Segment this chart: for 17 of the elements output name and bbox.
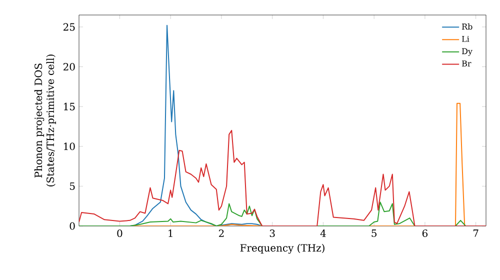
x-tick-label: 5	[372, 230, 376, 237]
y-tick-label: 20	[63, 62, 75, 71]
x-tick-label: 7	[474, 230, 478, 237]
y-tick-label: 25	[63, 23, 75, 31]
y-tick-label: 10	[64, 142, 75, 150]
x-tick-label: 2	[218, 230, 224, 237]
x-tick-label: 0	[117, 230, 122, 238]
x-axis-title: Frequency (THz)	[240, 244, 324, 254]
line-series	[79, 130, 486, 226]
x-tick-label: 6	[422, 230, 428, 238]
y-axis-title: Phonon projected DOS (States/THz·primitive cell)	[34, 54, 56, 186]
x-tick-label: 1	[168, 230, 172, 237]
y-tick-label: 15	[64, 102, 75, 110]
x-tick-label: 3	[270, 230, 275, 238]
y-tick-label: 0	[70, 222, 75, 230]
y-tick-label: 5	[70, 182, 75, 190]
x-tick-label: 4	[320, 230, 326, 237]
